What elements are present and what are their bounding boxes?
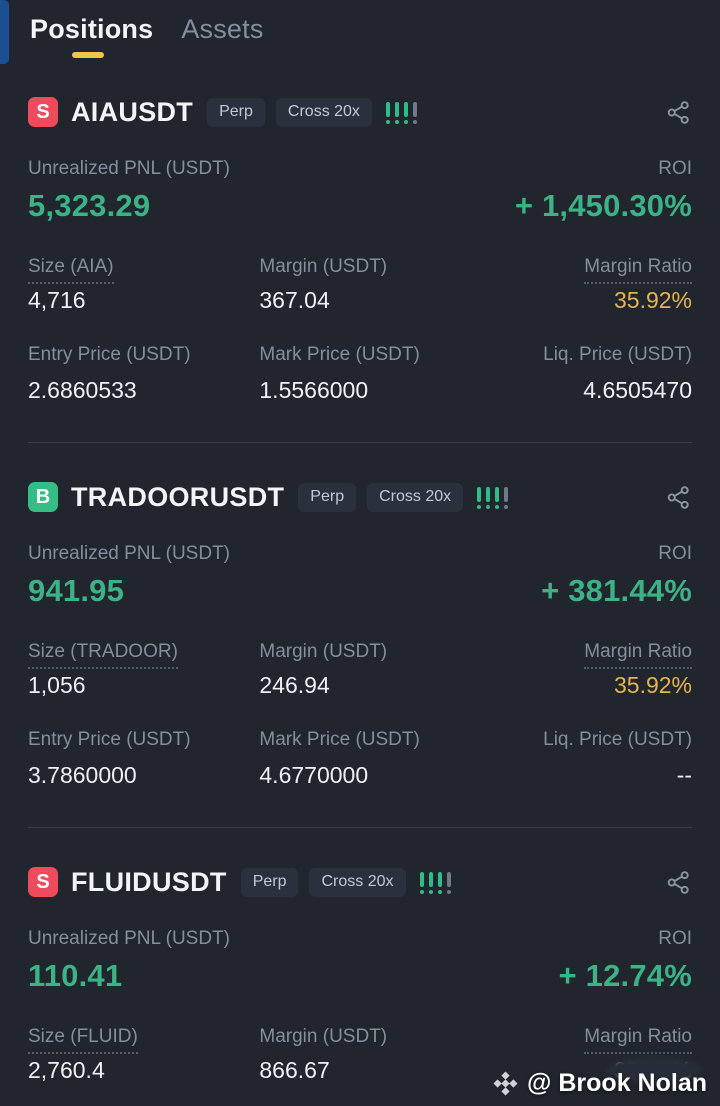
unrealized-pnl-label: Unrealized PNL (USDT) [28,158,231,179]
perp-chip: Perp [298,482,357,512]
margin-ratio-label[interactable]: Margin Ratio [584,641,692,669]
long-side-badge: B [28,482,58,512]
margin-ratio-label[interactable]: Margin Ratio [584,1026,692,1054]
size-label[interactable]: Size (FLUID) [28,1026,138,1054]
card-divider [28,827,692,828]
unrealized-pnl-value: 110.41 [28,958,123,993]
redaction-smudge [606,1056,702,1084]
margin-label: Margin (USDT) [259,641,388,662]
liq-price-label: Liq. Price (USDT) [543,344,692,365]
margin-label: Margin (USDT) [259,256,388,277]
liq-price-value: 4.6505470 [583,377,692,403]
liq-price-value: -- [676,762,692,788]
unrealized-pnl-value: 941.95 [28,573,125,608]
margin-value: 866.67 [259,1057,330,1083]
margin-tier-bars-icon [385,100,417,124]
tab-assets[interactable]: Assets [181,14,264,44]
leverage-chip[interactable]: Cross 20x [309,867,406,897]
symbol-name: TRADOORUSDT [71,481,285,512]
active-tab-indicator [72,52,104,58]
scroll-edge-accent [0,0,9,64]
leverage-chip[interactable]: Cross 20x [367,482,464,512]
roi-value: + 12.74% [558,958,692,993]
symbol-name: FLUIDUSDT [71,866,227,897]
liq-price-label: Liq. Price (USDT) [543,729,692,750]
position-header: S AIAUSDT Perp Cross 20x [28,96,692,128]
unrealized-pnl-value: 5,323.29 [28,188,151,223]
margin-tier-bars-icon [477,485,509,509]
entry-price-label: Entry Price (USDT) [28,729,191,750]
margin-value: 246.94 [259,672,330,698]
entry-price-value: 2.6860533 [28,377,137,403]
tab-bar: Positions Assets [0,0,720,48]
perp-chip: Perp [240,867,299,897]
position-card-tradoorusdt: B TRADOORUSDT Perp Cross 20x Unrealized … [0,481,720,789]
roi-label: ROI [658,158,692,179]
share-icon[interactable] [665,99,692,126]
mark-price-value: 1.5566000 [259,377,369,403]
entry-price-value: 3.7860000 [28,762,137,788]
size-label[interactable]: Size (TRADOOR) [28,641,178,669]
share-icon[interactable] [665,869,692,896]
roi-value: + 381.44% [541,573,692,608]
position-card-aiausdt: S AIAUSDT Perp Cross 20x Unrealized PNL … [0,96,720,404]
mark-price-label: Mark Price (USDT) [259,344,420,365]
watermark-text: @ Brook Nolan [527,1069,707,1097]
symbol-name: AIAUSDT [71,96,194,127]
margin-label: Margin (USDT) [259,1026,388,1047]
position-header: S FLUIDUSDT Perp Cross 20x [28,866,692,898]
card-divider [28,442,692,443]
margin-ratio-value: 35.92% [613,672,692,698]
binance-logo-icon [493,1071,518,1096]
unrealized-pnl-label: Unrealized PNL (USDT) [28,543,231,564]
margin-tier-bars-icon [419,870,451,894]
perp-chip: Perp [207,97,265,127]
short-side-badge: S [28,97,58,127]
size-value: 4,716 [28,287,86,313]
share-icon[interactable] [665,484,692,511]
leverage-chip[interactable]: Cross 20x [275,97,372,127]
roi-value: + 1,450.30% [514,188,692,223]
tab-positions[interactable]: Positions [30,14,154,44]
margin-ratio-value: 35.92% [613,287,692,313]
size-value: 2,760.4 [28,1057,105,1083]
unrealized-pnl-label: Unrealized PNL (USDT) [28,928,231,949]
mark-price-value: 4.6770000 [259,762,369,788]
margin-value: 367.04 [259,287,330,313]
mark-price-label: Mark Price (USDT) [259,729,420,750]
position-card-fluidusdt: S FLUIDUSDT Perp Cross 20x Unrealized PN… [0,866,720,1084]
size-value: 1,056 [28,672,86,698]
roi-label: ROI [658,928,692,949]
size-label[interactable]: Size (AIA) [28,256,114,284]
roi-label: ROI [658,543,692,564]
entry-price-label: Entry Price (USDT) [28,344,191,365]
short-side-badge: S [28,867,58,897]
margin-ratio-label[interactable]: Margin Ratio [584,256,692,284]
watermark: @ Brook Nolan [492,1069,707,1098]
position-header: B TRADOORUSDT Perp Cross 20x [28,481,692,513]
